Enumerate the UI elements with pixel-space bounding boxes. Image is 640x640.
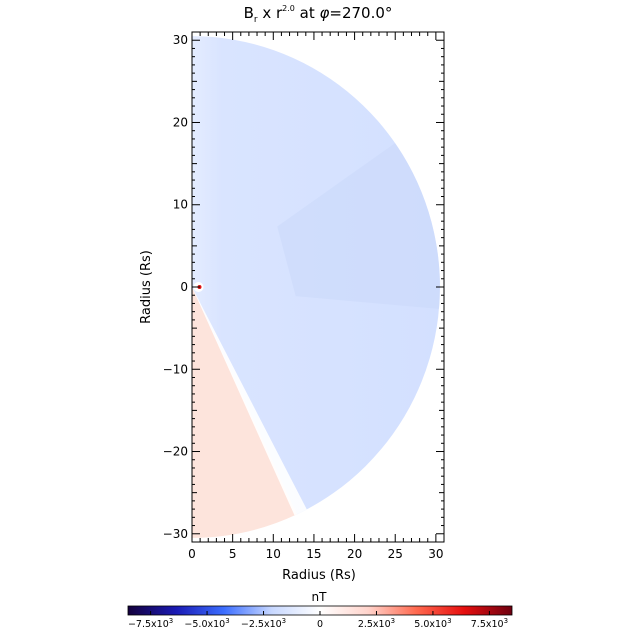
colorbar-tick-label: −5.0x103 [184,617,229,630]
x-tick-label: 0 [188,547,196,561]
heatmap-domain [192,36,440,538]
colorbar-ticks: −7.5x103 −5.0x103 −2.5x103 0 2.5x103 5.0x103 7… [128,611,508,630]
x-axis-label: Radius (Rs) [282,568,356,583]
chart-title: Br x r2.0 at φ=270.0° [244,4,393,25]
colorbar-tick-label: 7.5x103 [471,617,508,630]
y-tick-label: 0 [180,280,188,294]
y-tick-label: −10 [163,362,188,376]
colorbar-tick-label: 2.5x103 [358,617,395,630]
x-tick-label: 25 [388,547,403,561]
x-tick-label: 5 [229,547,237,561]
colorbar-tick-label: 0 [317,619,323,630]
current-sheet-band [192,287,307,516]
colorbar-tick-label: −2.5x103 [241,617,286,630]
x-axis: 0 5 10 15 20 25 30 [188,32,445,561]
south-polarity-sector [192,287,297,538]
x-tick-label: 20 [347,547,362,561]
x-tick-label: 15 [306,547,321,561]
y-tick-label: 10 [173,198,188,212]
y-axis-label: Radius (Rs) [139,250,154,324]
y-axis: −30 −20 −10 0 10 20 30 [163,31,444,543]
y-tick-label: −30 [163,527,188,541]
y-tick-label: 20 [173,115,188,129]
darker-streamer-band [277,143,440,309]
colorbar-tick-label: 5.0x103 [414,617,451,630]
colorbar-label: nT [312,590,328,604]
colorbar-tick-label: −7.5x103 [128,617,173,630]
y-tick-label: 30 [173,33,188,47]
x-tick-label: 30 [428,547,443,561]
y-tick-label: −20 [163,445,188,459]
x-tick-label: 10 [266,547,281,561]
